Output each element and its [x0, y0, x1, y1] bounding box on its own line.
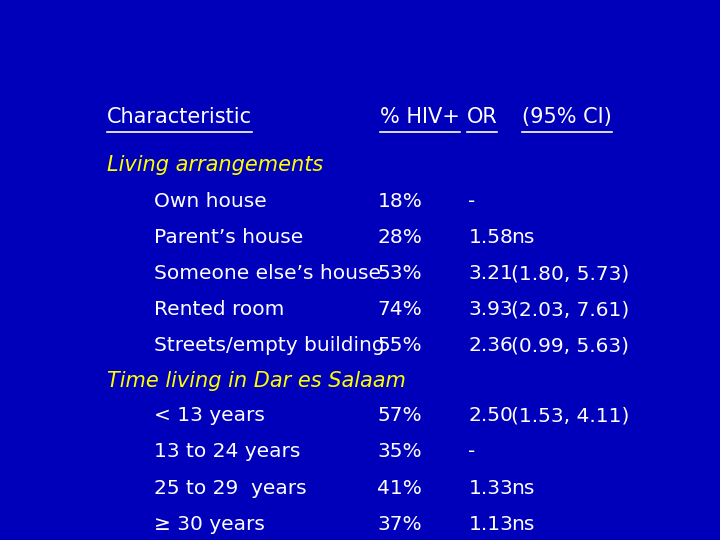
- Text: 3.93: 3.93: [468, 300, 513, 319]
- Text: 18%: 18%: [377, 192, 422, 211]
- Text: 35%: 35%: [377, 442, 422, 461]
- Text: Own house: Own house: [154, 192, 267, 211]
- Text: ns: ns: [511, 228, 535, 247]
- Text: 25 to 29  years: 25 to 29 years: [154, 478, 307, 497]
- Text: 1.13: 1.13: [468, 515, 513, 534]
- Text: Characteristic: Characteristic: [107, 107, 252, 127]
- Text: (1.80, 5.73): (1.80, 5.73): [511, 264, 629, 283]
- Text: -: -: [468, 192, 476, 211]
- Text: Living arrangements: Living arrangements: [107, 154, 323, 174]
- Text: (95% CI): (95% CI): [523, 107, 612, 127]
- Text: 37%: 37%: [377, 515, 422, 534]
- Text: 3.21: 3.21: [468, 264, 513, 283]
- Text: < 13 years: < 13 years: [154, 406, 265, 425]
- Text: ≥ 30 years: ≥ 30 years: [154, 515, 265, 534]
- Text: ns: ns: [511, 478, 535, 497]
- Text: 57%: 57%: [377, 406, 422, 425]
- Text: 2.50: 2.50: [468, 406, 513, 425]
- Text: 1.33: 1.33: [468, 478, 513, 497]
- Text: Parent’s house: Parent’s house: [154, 228, 303, 247]
- Text: 2.36: 2.36: [468, 336, 513, 355]
- Text: OR: OR: [467, 107, 498, 127]
- Text: -: -: [468, 442, 476, 461]
- Text: 1.58: 1.58: [468, 228, 513, 247]
- Text: % HIV+: % HIV+: [380, 107, 460, 127]
- Text: Time living in Dar es Salaam: Time living in Dar es Salaam: [107, 371, 405, 391]
- Text: ns: ns: [511, 515, 535, 534]
- Text: 28%: 28%: [377, 228, 422, 247]
- Text: Rented room: Rented room: [154, 300, 284, 319]
- Text: 53%: 53%: [377, 264, 422, 283]
- Text: (2.03, 7.61): (2.03, 7.61): [511, 300, 629, 319]
- Text: 13 to 24 years: 13 to 24 years: [154, 442, 300, 461]
- Text: 74%: 74%: [377, 300, 422, 319]
- Text: 55%: 55%: [377, 336, 422, 355]
- Text: (0.99, 5.63): (0.99, 5.63): [511, 336, 629, 355]
- Text: Someone else’s house: Someone else’s house: [154, 264, 381, 283]
- Text: 41%: 41%: [377, 478, 422, 497]
- Text: Streets/empty building: Streets/empty building: [154, 336, 384, 355]
- Text: (1.53, 4.11): (1.53, 4.11): [511, 406, 630, 425]
